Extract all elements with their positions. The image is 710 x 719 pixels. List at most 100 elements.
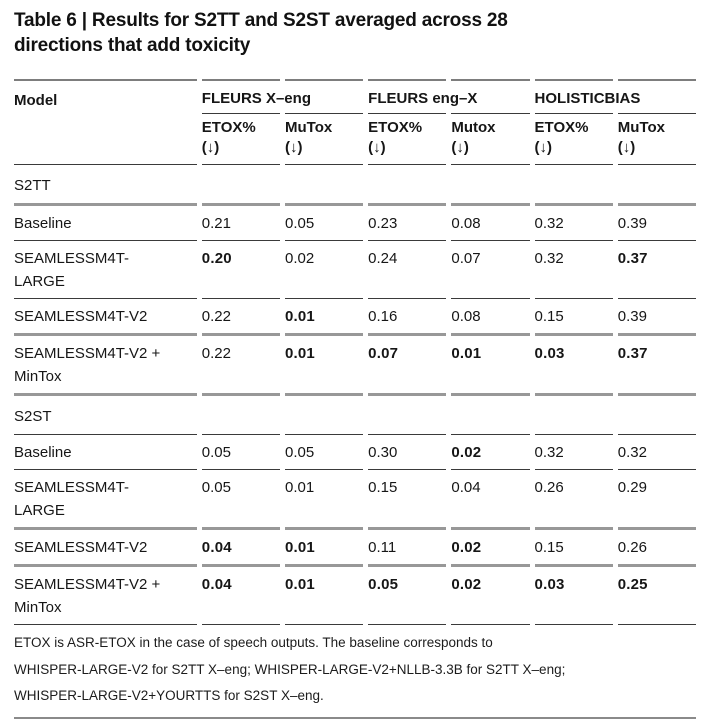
- value-cell: 0.05: [368, 567, 447, 625]
- value-cell: 0.32: [534, 206, 613, 241]
- value-cell: 0.03: [534, 567, 613, 625]
- column-header-model: Model: [14, 81, 197, 165]
- model-cell: SEAMLESSM4T-V2 + MinTox: [14, 336, 197, 396]
- section-row: S2ST: [14, 396, 696, 435]
- value-cell: 0.02: [451, 567, 530, 625]
- value-cell: 0.01: [284, 567, 364, 625]
- value-cell: 0.01: [284, 530, 364, 567]
- table-row: SEAMLESSM4T-V2 + MinTox 0.22 0.01 0.07 0.01 0…: [14, 336, 696, 396]
- section-spacer-cell: [534, 396, 613, 435]
- group-header-fleurs-x-eng: FLEURS X–eng: [201, 81, 311, 114]
- model-cell: SEAMLESSM4T- LARGE: [14, 241, 197, 299]
- value-cell: 0.23: [368, 206, 447, 241]
- value-cell: 0.39: [617, 299, 696, 336]
- section-spacer-cell: [284, 165, 364, 206]
- value-cell: 0.04: [201, 530, 280, 567]
- section-spacer-cell: [284, 396, 364, 435]
- table-row: Baseline 0.05 0.05 0.30 0.02 0.32 0.32: [14, 435, 696, 470]
- value-cell: 0.20: [201, 241, 280, 299]
- section-spacer-cell: [368, 165, 447, 206]
- value-cell: 0.37: [617, 336, 696, 396]
- value-cell: 0.08: [451, 299, 530, 336]
- value-cell: 0.30: [368, 435, 447, 470]
- group-header-row: Model FLEURS X–eng FLEURS eng–X HOLISTIC…: [14, 81, 696, 165]
- value-cell: 0.02: [284, 241, 364, 299]
- group-header-holisticbias: HOLISTICBIAS: [534, 81, 640, 114]
- value-cell: 0.03: [534, 336, 613, 396]
- model-cell: Baseline: [14, 435, 197, 470]
- table-row: SEAMLESSM4T- LARGE 0.20 0.02 0.24 0.07 0.32 0.…: [14, 241, 696, 299]
- section-spacer-cell: [534, 165, 613, 206]
- section-spacer-cell: [617, 396, 696, 435]
- value-cell: 0.26: [534, 470, 613, 530]
- value-cell: 0.21: [201, 206, 280, 241]
- value-cell: 0.02: [451, 435, 530, 470]
- value-cell: 0.24: [368, 241, 447, 299]
- value-cell: 0.07: [368, 336, 447, 396]
- table-row: SEAMLESSM4T-V2 0.04 0.01 0.11 0.02 0.15 0.26: [14, 530, 696, 567]
- value-cell: 0.11: [368, 530, 447, 567]
- column-header-etox-3: ETOX% (↓): [534, 114, 613, 165]
- value-cell: 0.25: [617, 567, 696, 625]
- group-header-spacer: [451, 81, 530, 114]
- column-header-etox-2: ETOX% (↓): [368, 114, 447, 165]
- value-cell: 0.01: [284, 336, 364, 396]
- value-cell: 0.02: [451, 530, 530, 567]
- value-cell: 0.01: [451, 336, 530, 396]
- model-cell: SEAMLESSM4T-V2 + MinTox: [14, 567, 197, 625]
- value-cell: 0.07: [451, 241, 530, 299]
- value-cell: 0.32: [617, 435, 696, 470]
- results-table: Model FLEURS X–eng FLEURS eng–X HOLISTIC…: [9, 79, 701, 625]
- value-cell: 0.32: [534, 435, 613, 470]
- value-cell: 0.22: [201, 336, 280, 396]
- value-cell: 0.26: [617, 530, 696, 567]
- column-header-mutox-1: MuTox (↓): [284, 114, 364, 165]
- results-table-body: S2TT Baseline 0.21 0.05 0.23 0.08 0.32 0.39 SEAM…: [14, 165, 696, 625]
- value-cell: 0.22: [201, 299, 280, 336]
- table-row: SEAMLESSM4T-V2 0.22 0.01 0.16 0.08 0.15 0.39: [14, 299, 696, 336]
- model-cell: SEAMLESSM4T-V2: [14, 530, 197, 567]
- section-row: S2TT: [14, 165, 696, 206]
- value-cell: 0.37: [617, 241, 696, 299]
- column-header-mutox-2: Mutox (↓): [451, 114, 530, 165]
- table-row: SEAMLESSM4T-V2 + MinTox 0.04 0.01 0.05 0.02 0…: [14, 567, 696, 625]
- group-header-spacer: [284, 81, 364, 114]
- column-header-etox-1: ETOX% (↓): [201, 114, 280, 165]
- value-cell: 0.05: [284, 206, 364, 241]
- value-cell: 0.08: [451, 206, 530, 241]
- metric-header-row: ETOX% (↓) MuTox (↓) ETOX% (↓) Mutox (↓) …: [14, 114, 696, 165]
- value-cell: 0.29: [617, 470, 696, 530]
- table-footnote: ETOX is ASR-ETOX in the case of speech o…: [14, 625, 696, 719]
- section-label: S2TT: [14, 165, 197, 206]
- model-cell: SEAMLESSM4T- LARGE: [14, 470, 197, 530]
- column-header-mutox-3: MuTox (↓): [617, 114, 696, 165]
- value-cell: 0.32: [534, 241, 613, 299]
- value-cell: 0.15: [534, 530, 613, 567]
- section-spacer-cell: [201, 396, 280, 435]
- section-spacer-cell: [201, 165, 280, 206]
- section-spacer-cell: [617, 165, 696, 206]
- value-cell: 0.15: [368, 470, 447, 530]
- value-cell: 0.04: [201, 567, 280, 625]
- table-top-rule: [14, 79, 696, 81]
- value-cell: 0.05: [201, 435, 280, 470]
- section-spacer-cell: [368, 396, 447, 435]
- table-row: SEAMLESSM4T- LARGE 0.05 0.01 0.15 0.04 0.26 0.…: [14, 470, 696, 530]
- value-cell: 0.16: [368, 299, 447, 336]
- section-label: S2ST: [14, 396, 197, 435]
- value-cell: 0.01: [284, 470, 364, 530]
- model-cell: SEAMLESSM4T-V2: [14, 299, 197, 336]
- value-cell: 0.05: [201, 470, 280, 530]
- table-row: Baseline 0.21 0.05 0.23 0.08 0.32 0.39: [14, 206, 696, 241]
- group-header-spacer: [617, 81, 696, 114]
- model-cell: Baseline: [14, 206, 197, 241]
- value-cell: 0.15: [534, 299, 613, 336]
- value-cell: 0.39: [617, 206, 696, 241]
- table-title: Table 6 | Results for S2TT and S2ST aver…: [14, 10, 508, 56]
- group-header-fleurs-eng-x: FLEURS eng–X: [368, 81, 477, 114]
- value-cell: 0.05: [284, 435, 364, 470]
- section-spacer-cell: [451, 396, 530, 435]
- page: Table 6 | Results for S2TT and S2ST aver…: [9, 10, 701, 719]
- section-spacer-cell: [451, 165, 530, 206]
- value-cell: 0.01: [284, 299, 364, 336]
